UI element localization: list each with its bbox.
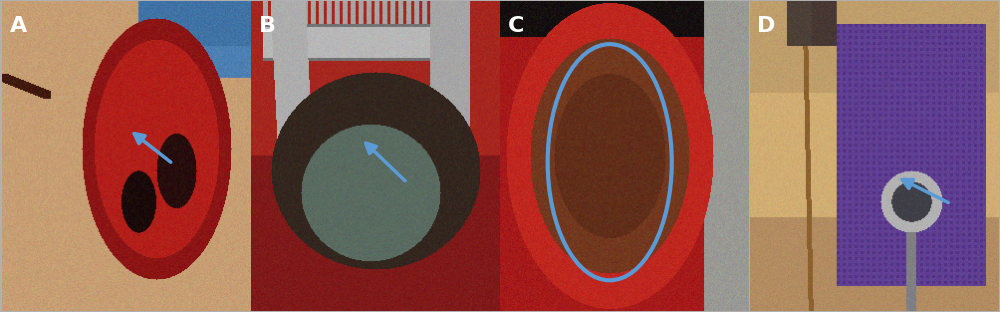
Text: C: C xyxy=(508,16,524,36)
Text: D: D xyxy=(757,16,776,36)
Text: B: B xyxy=(259,16,276,36)
Text: A: A xyxy=(9,16,27,36)
